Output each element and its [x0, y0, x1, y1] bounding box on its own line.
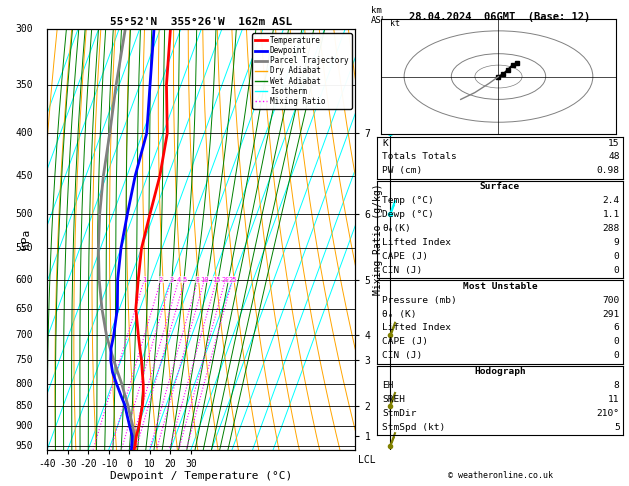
Text: 8: 8 — [614, 382, 620, 390]
Text: 650: 650 — [16, 304, 33, 313]
Text: 2.4: 2.4 — [603, 196, 620, 206]
Text: km
ASL: km ASL — [371, 5, 387, 25]
Text: LCL: LCL — [359, 454, 376, 465]
Text: 5: 5 — [614, 423, 620, 432]
Text: 0: 0 — [614, 265, 620, 275]
Text: Temp (°C): Temp (°C) — [382, 196, 434, 206]
Text: 300: 300 — [16, 24, 33, 34]
Text: 210°: 210° — [596, 409, 620, 418]
Text: StmSpd (kt): StmSpd (kt) — [382, 423, 446, 432]
Text: 800: 800 — [16, 379, 33, 389]
Text: EH: EH — [382, 382, 394, 390]
Text: Lifted Index: Lifted Index — [382, 238, 452, 247]
Y-axis label: Mixing Ratio (g/kg): Mixing Ratio (g/kg) — [373, 184, 383, 295]
Text: 0.98: 0.98 — [596, 166, 620, 175]
Text: 850: 850 — [16, 400, 33, 411]
Text: 450: 450 — [16, 171, 33, 181]
Text: 5: 5 — [182, 277, 187, 283]
Text: 900: 900 — [16, 421, 33, 431]
Text: Totals Totals: Totals Totals — [382, 153, 457, 161]
Text: Pressure (mb): Pressure (mb) — [382, 295, 457, 305]
Text: 600: 600 — [16, 275, 33, 285]
X-axis label: Dewpoint / Temperature (°C): Dewpoint / Temperature (°C) — [110, 471, 292, 481]
Text: 1: 1 — [142, 277, 147, 283]
Text: Lifted Index: Lifted Index — [382, 324, 452, 332]
Text: PW (cm): PW (cm) — [382, 166, 423, 175]
Text: 8: 8 — [196, 277, 200, 283]
Text: 700: 700 — [603, 295, 620, 305]
Text: 0: 0 — [614, 252, 620, 261]
Text: 3: 3 — [169, 277, 174, 283]
Text: θₑ (K): θₑ (K) — [382, 310, 417, 319]
Text: Most Unstable: Most Unstable — [463, 282, 537, 291]
Text: Hodograph: Hodograph — [474, 367, 526, 377]
Text: 28.04.2024  06GMT  (Base: 12): 28.04.2024 06GMT (Base: 12) — [409, 12, 591, 22]
Text: SREH: SREH — [382, 395, 406, 404]
Text: 500: 500 — [16, 209, 33, 219]
Text: 11: 11 — [608, 395, 620, 404]
Text: 0: 0 — [614, 351, 620, 360]
Text: 4: 4 — [177, 277, 181, 283]
Text: 350: 350 — [16, 80, 33, 90]
Text: CIN (J): CIN (J) — [382, 265, 423, 275]
Text: 25: 25 — [228, 277, 237, 283]
Text: 288: 288 — [603, 224, 620, 233]
Text: © weatheronline.co.uk: © weatheronline.co.uk — [448, 471, 552, 480]
Text: 950: 950 — [16, 441, 33, 451]
Text: θₑ(K): θₑ(K) — [382, 224, 411, 233]
Text: 700: 700 — [16, 330, 33, 340]
Text: 48: 48 — [608, 153, 620, 161]
Text: Surface: Surface — [480, 182, 520, 191]
Text: 0: 0 — [614, 337, 620, 347]
Text: 20: 20 — [221, 277, 230, 283]
Text: kt: kt — [390, 19, 400, 28]
Text: 15: 15 — [608, 139, 620, 148]
Text: 10: 10 — [200, 277, 209, 283]
Text: CIN (J): CIN (J) — [382, 351, 423, 360]
Text: hPa: hPa — [21, 229, 31, 249]
Title: 55°52'N  355°26'W  162m ASL: 55°52'N 355°26'W 162m ASL — [110, 17, 292, 27]
Text: CAPE (J): CAPE (J) — [382, 252, 428, 261]
Legend: Temperature, Dewpoint, Parcel Trajectory, Dry Adiabat, Wet Adiabat, Isotherm, Mi: Temperature, Dewpoint, Parcel Trajectory… — [252, 33, 352, 109]
Text: Dewp (°C): Dewp (°C) — [382, 210, 434, 219]
Text: 750: 750 — [16, 355, 33, 365]
Text: 15: 15 — [213, 277, 221, 283]
Text: CAPE (J): CAPE (J) — [382, 337, 428, 347]
Text: 2: 2 — [159, 277, 163, 283]
Text: 400: 400 — [16, 128, 33, 138]
Text: K: K — [382, 139, 388, 148]
Text: StmDir: StmDir — [382, 409, 417, 418]
Text: 1.1: 1.1 — [603, 210, 620, 219]
Text: 291: 291 — [603, 310, 620, 319]
Text: 550: 550 — [16, 243, 33, 253]
Text: 9: 9 — [614, 238, 620, 247]
Text: 6: 6 — [614, 324, 620, 332]
